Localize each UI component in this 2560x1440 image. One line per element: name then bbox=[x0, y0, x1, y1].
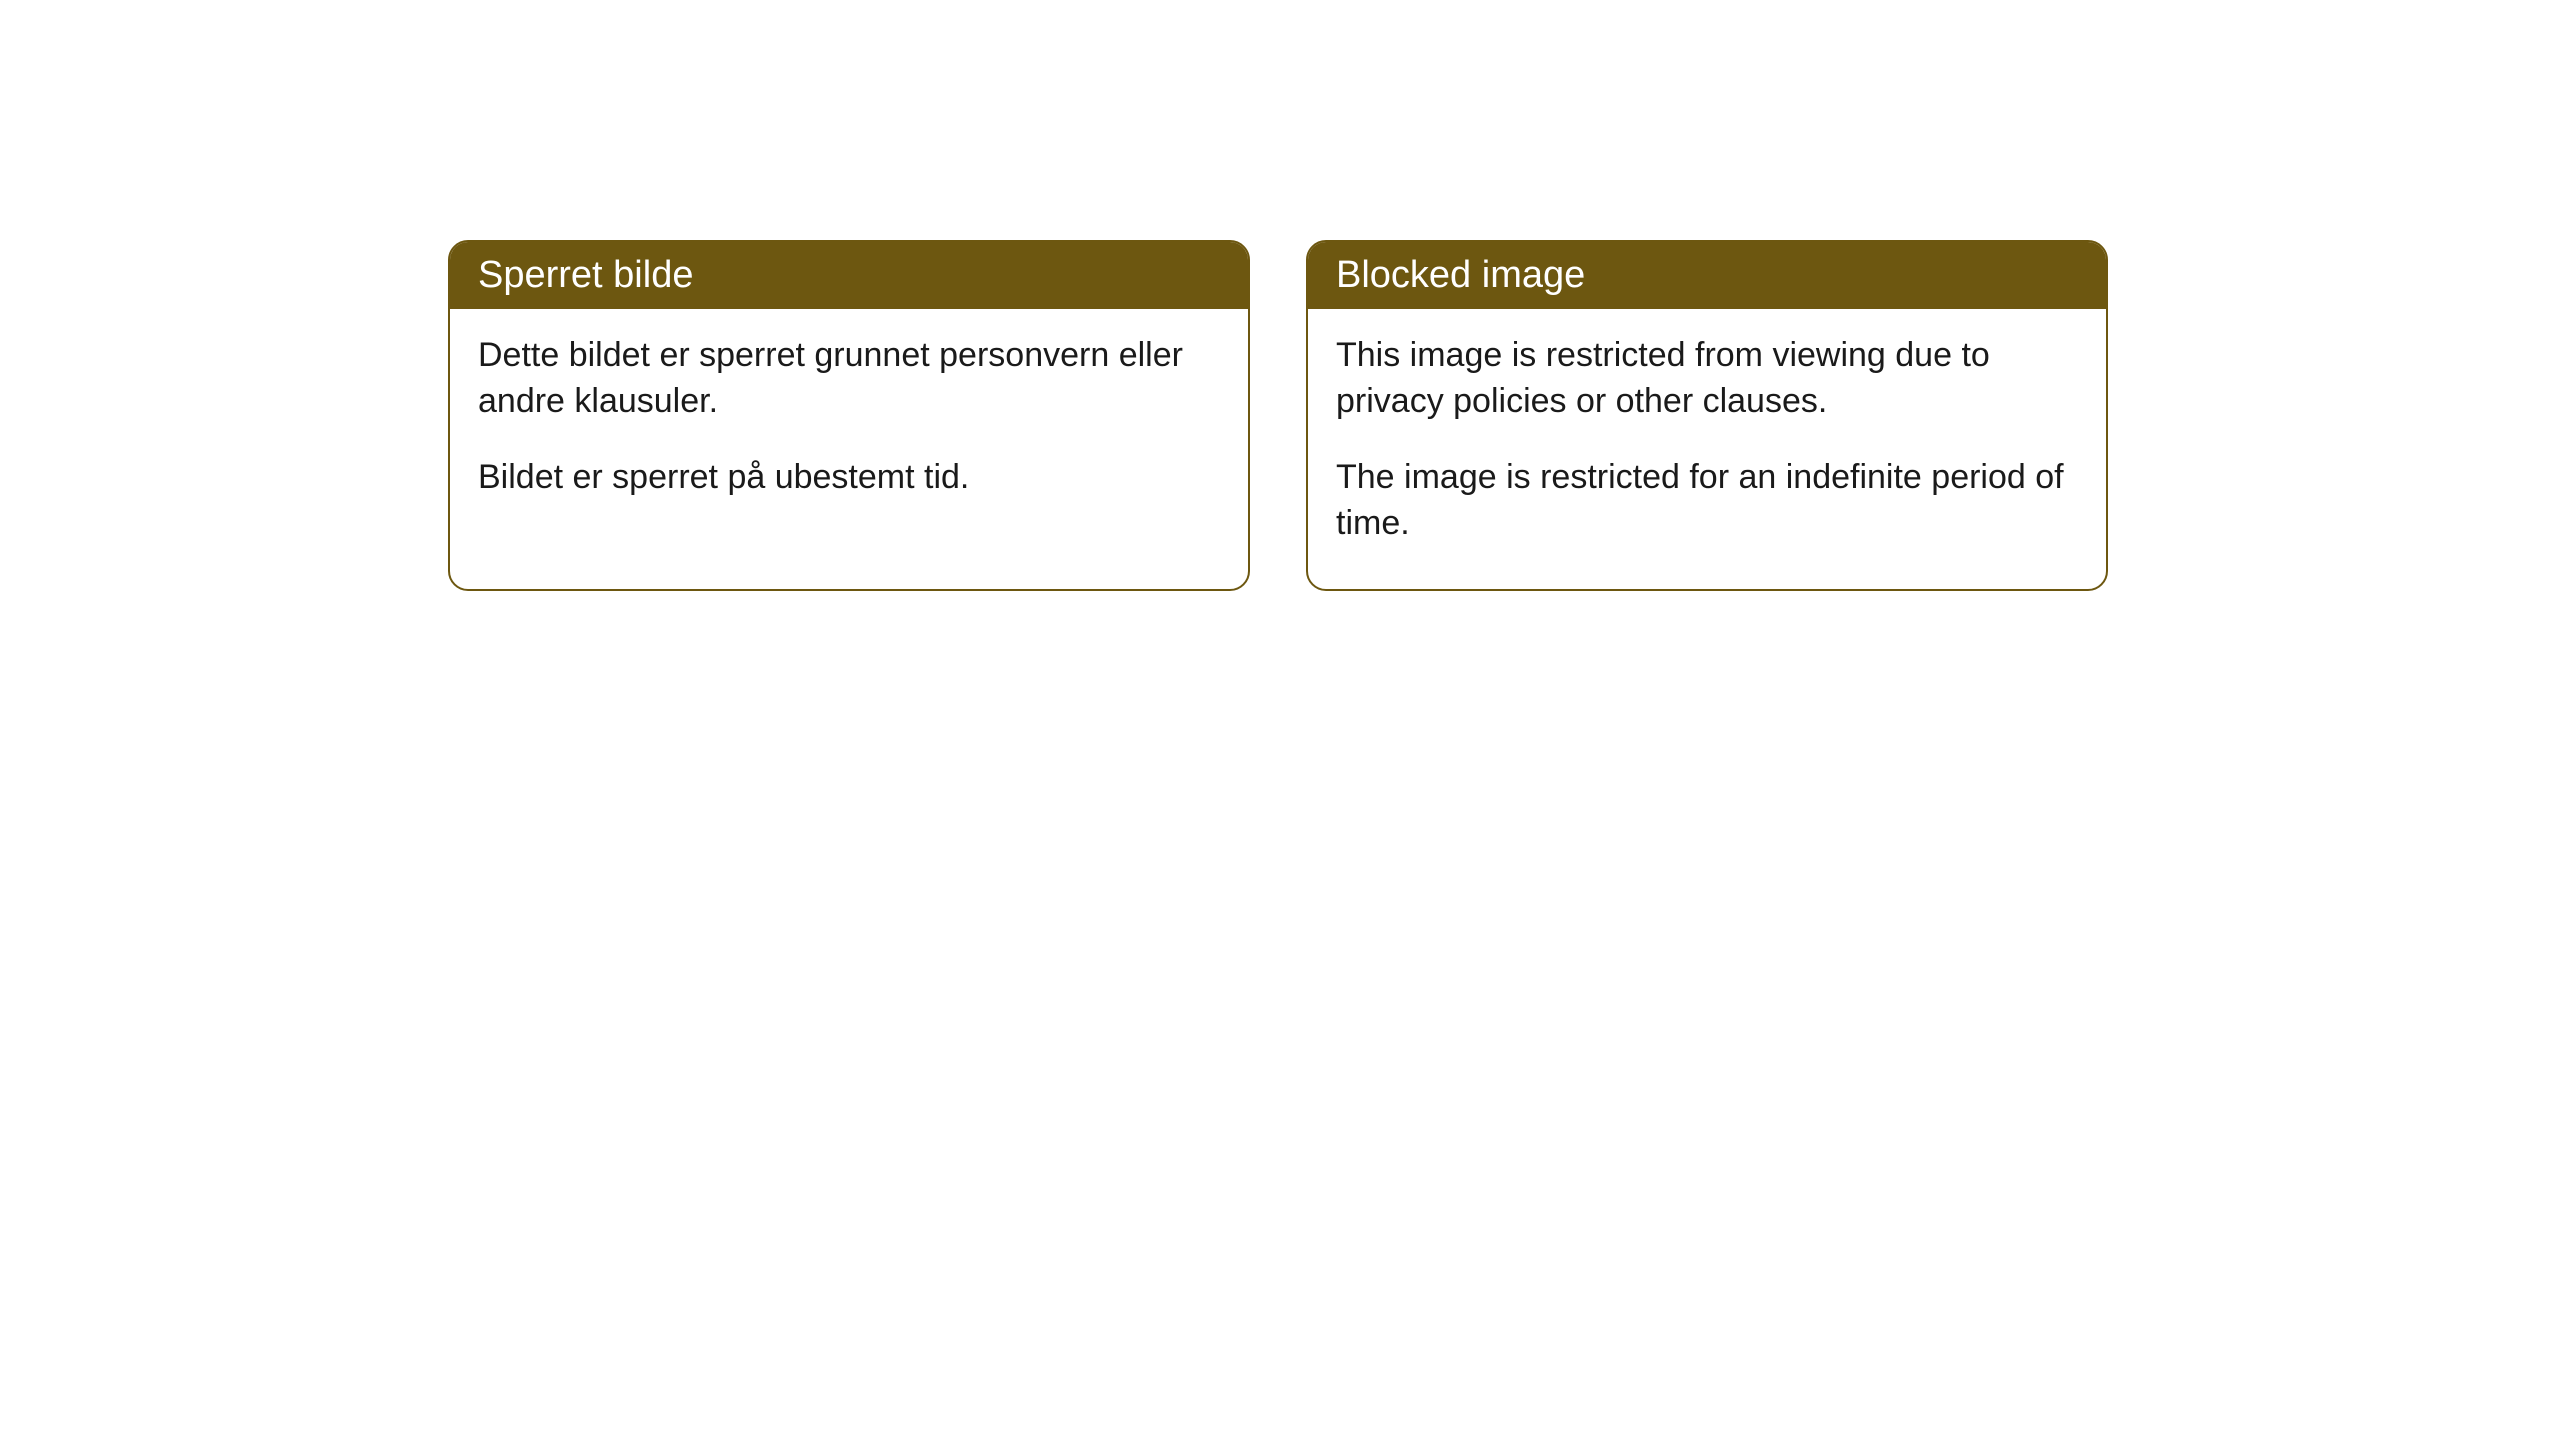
card-paragraph: Dette bildet er sperret grunnet personve… bbox=[478, 333, 1220, 425]
card-body: Dette bildet er sperret grunnet personve… bbox=[450, 309, 1248, 543]
notice-cards-container: Sperret bilde Dette bildet er sperret gr… bbox=[448, 240, 2108, 591]
card-paragraph: The image is restricted for an indefinit… bbox=[1336, 455, 2078, 547]
card-body: This image is restricted from viewing du… bbox=[1308, 309, 2106, 589]
card-header: Blocked image bbox=[1308, 242, 2106, 309]
notice-card-norwegian: Sperret bilde Dette bildet er sperret gr… bbox=[448, 240, 1250, 591]
card-title: Blocked image bbox=[1336, 254, 1585, 296]
card-header: Sperret bilde bbox=[450, 242, 1248, 309]
card-paragraph: This image is restricted from viewing du… bbox=[1336, 333, 2078, 425]
notice-card-english: Blocked image This image is restricted f… bbox=[1306, 240, 2108, 591]
card-title: Sperret bilde bbox=[478, 254, 693, 296]
card-paragraph: Bildet er sperret på ubestemt tid. bbox=[478, 455, 1220, 501]
